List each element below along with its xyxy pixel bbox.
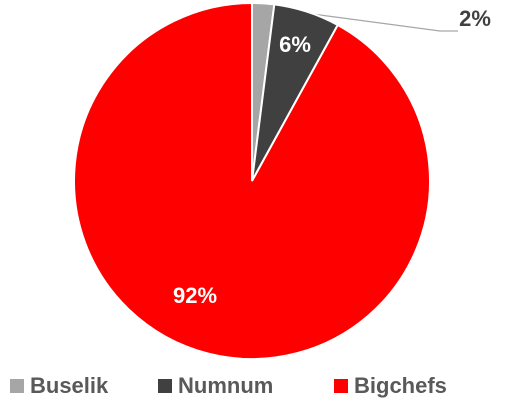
- data-label: 6%: [279, 32, 311, 57]
- legend-label: Bigchefs: [354, 373, 447, 398]
- pie-slice: [73, 1, 431, 360]
- data-label: 92%: [173, 283, 217, 308]
- legend-swatch: [10, 379, 24, 393]
- legend-label: Numnum: [178, 373, 273, 398]
- legend-label: Buselik: [30, 373, 109, 398]
- data-label: 2%: [459, 6, 491, 31]
- leader-line: [262, 6, 458, 32]
- legend-swatch: [334, 379, 348, 393]
- legend-swatch: [158, 379, 172, 393]
